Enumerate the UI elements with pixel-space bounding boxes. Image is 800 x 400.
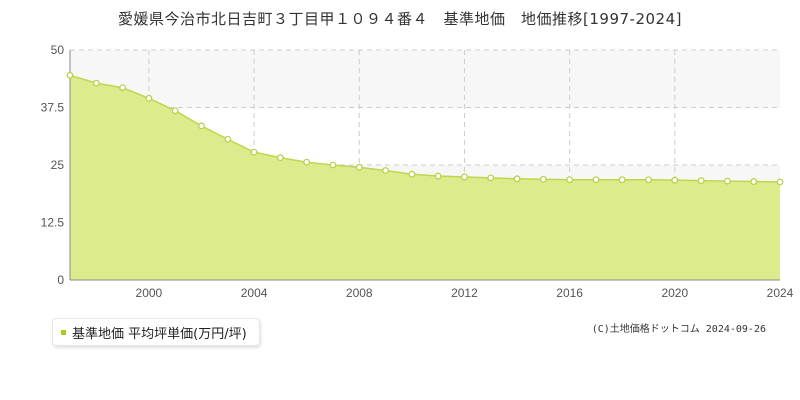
data-point [408, 170, 416, 178]
data-point [434, 172, 442, 180]
data-point [329, 161, 337, 169]
legend-swatch [61, 329, 66, 335]
y-tick-label: 12.5 [41, 216, 65, 230]
data-point [513, 175, 521, 183]
plot-band [70, 50, 780, 108]
data-point [276, 154, 284, 162]
data-point [750, 178, 758, 185]
x-tick-label: 2000 [136, 286, 163, 300]
y-tick-label: 37.5 [41, 101, 65, 115]
data-point [198, 122, 205, 130]
y-axis-labels: 0 12.5 25 37.5 50 [41, 43, 65, 287]
series-line [69, 74, 781, 183]
data-point [592, 176, 600, 184]
series-area [70, 75, 780, 280]
data-point [382, 167, 389, 174]
x-tick-label: 2020 [661, 286, 688, 300]
data-markers [66, 71, 784, 186]
y-tick-label: 25 [51, 158, 65, 172]
axes [69, 50, 780, 281]
legend: 基準地価 平均坪単価(万円/坪) [52, 318, 260, 346]
data-point [145, 94, 153, 102]
data-point [618, 176, 626, 184]
data-point [697, 177, 705, 185]
data-point [461, 173, 468, 181]
data-point [776, 178, 784, 186]
x-tick-label: 2008 [346, 286, 373, 300]
data-point [671, 176, 679, 184]
data-point [724, 177, 731, 185]
data-point [303, 158, 311, 166]
x-tick-label: 2012 [451, 286, 478, 300]
data-point [250, 148, 258, 156]
x-axis-labels: 2000 2004 2008 2012 2016 2020 2024 [136, 286, 794, 300]
x-tick-label: 2016 [556, 286, 583, 300]
data-point [539, 175, 547, 183]
data-point [566, 176, 574, 184]
data-point [355, 163, 363, 171]
y-tick-label: 0 [57, 273, 64, 287]
data-point [645, 176, 652, 184]
data-point [66, 71, 74, 79]
data-point [224, 135, 232, 143]
data-point [92, 79, 100, 87]
chart-title: 愛媛県今治市北日吉町３丁目甲１０９４番４ 基準地価 地価推移[1997-2024… [118, 10, 682, 28]
area-layer [69, 74, 781, 280]
data-point [119, 84, 126, 92]
data-point [171, 107, 179, 115]
y-tick-label: 50 [51, 43, 65, 57]
x-tick-label: 2024 [767, 286, 794, 300]
data-point [487, 174, 495, 182]
x-tick-label: 2004 [241, 286, 268, 300]
credit-text: (C)土地価格ドットコム 2024-09-26 [591, 324, 766, 335]
legend-label: 基準地価 平均坪単価(万円/坪) [72, 326, 247, 342]
